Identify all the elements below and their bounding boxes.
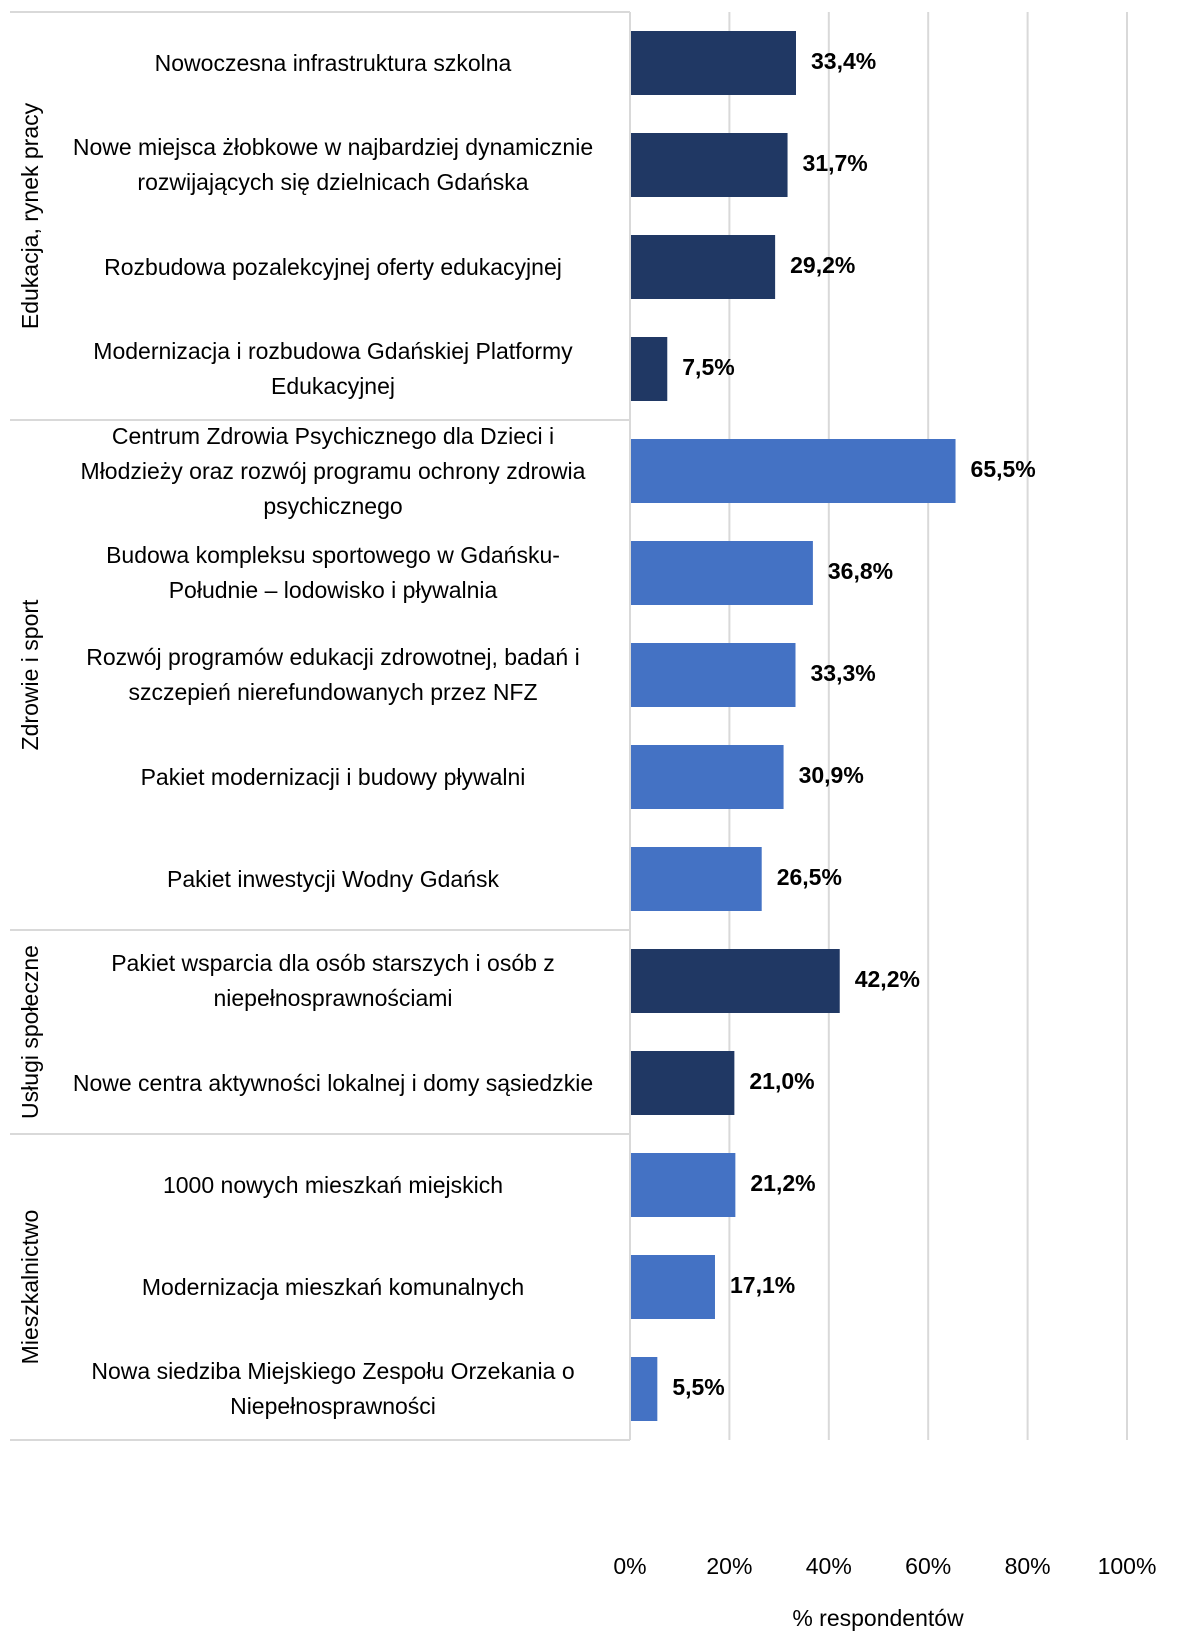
category-label: Pakiet modernizacji i budowy pływalni <box>140 763 526 790</box>
x-tick-label: 40% <box>806 1553 852 1579</box>
bar <box>630 235 776 299</box>
category-label: Nowoczesna infrastruktura szkolna <box>154 49 512 76</box>
value-label: 5,5% <box>672 1374 724 1400</box>
category-label: Centrum Zdrowia Psychicznego dla Dzieci … <box>80 422 586 519</box>
category-label: Pakiet wsparcia dla osób starszych i osó… <box>111 950 555 1011</box>
value-label: 33,3% <box>811 660 876 686</box>
category-label: Nowe miejsca żłobkowe w najbardziej dyna… <box>72 134 594 195</box>
x-tick-label: 20% <box>706 1553 752 1579</box>
category-label: Rozwój programów edukacji zdrowotnej, ba… <box>86 644 580 705</box>
bar <box>630 31 796 95</box>
category-label: Rozbudowa pozalekcyjnej oferty edukacyjn… <box>104 253 562 280</box>
value-label: 42,2% <box>855 966 920 992</box>
category-label: 1000 nowych mieszkań miejskich <box>162 1171 504 1198</box>
value-label: 65,5% <box>971 456 1036 482</box>
bar <box>630 133 788 197</box>
x-tick-label: 60% <box>905 1553 951 1579</box>
bar <box>630 643 796 707</box>
bar <box>630 745 784 809</box>
category-label: Pakiet inwestycji Wodny Gdańsk <box>167 865 499 892</box>
value-label: 7,5% <box>682 354 734 380</box>
value-label: 33,4% <box>811 48 876 74</box>
category-label: Modernizacja i rozbudowa Gdańskiej Platf… <box>93 338 573 399</box>
bar <box>630 439 956 503</box>
group-label: Edukacja, rynek pracy <box>17 102 43 329</box>
bar <box>630 949 840 1013</box>
group-label: Zdrowie i sport <box>17 599 43 750</box>
bar <box>630 1051 735 1115</box>
value-label: 31,7% <box>803 150 868 176</box>
group-label: Mieszkalnictwo <box>17 1210 43 1365</box>
x-tick-label: 80% <box>1005 1553 1051 1579</box>
bar <box>630 541 813 605</box>
category-label: Modernizacja mieszkań komunalnych <box>141 1273 525 1300</box>
x-axis-title: % respondentów <box>792 1605 964 1631</box>
bar <box>630 1255 715 1319</box>
value-label: 21,2% <box>750 1170 815 1196</box>
bar <box>630 337 668 401</box>
value-label: 30,9% <box>799 762 864 788</box>
category-label: Budowa kompleksu sportowego w Gdańsku-Po… <box>106 542 560 603</box>
category-label: Nowe centra aktywności lokalnej i domy s… <box>72 1069 594 1096</box>
x-tick-label: 100% <box>1098 1553 1157 1579</box>
value-label: 17,1% <box>730 1272 795 1298</box>
group-label: Usługi społeczne <box>17 945 43 1119</box>
bar <box>630 1153 736 1217</box>
category-label: Nowa siedziba Miejskiego Zespołu Orzekan… <box>91 1358 575 1419</box>
x-tick-label: 0% <box>613 1553 646 1579</box>
bar <box>630 847 762 911</box>
value-label: 36,8% <box>828 558 893 584</box>
value-label: 21,0% <box>749 1068 814 1094</box>
value-label: 26,5% <box>777 864 842 890</box>
value-label: 29,2% <box>790 252 855 278</box>
bar <box>630 1357 658 1421</box>
